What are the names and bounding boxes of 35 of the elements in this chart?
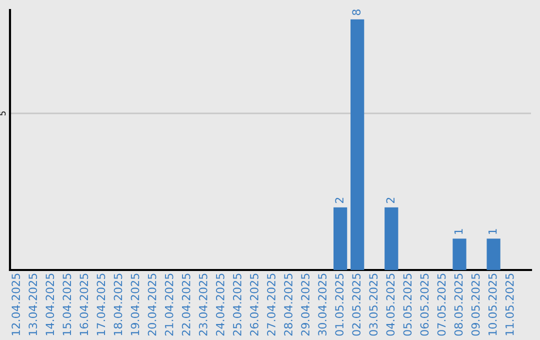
x-tick-label: 01.05.2025 [335,274,344,336]
x-tick-label: 14.04.2025 [46,274,54,336]
x-tick-label: 13.04.2025 [28,274,38,336]
x-tick-label: 03.05.2025 [369,274,378,336]
x-tick-label: 22.04.2025 [182,274,190,336]
x-tick-label: 09.05.2025 [471,274,480,336]
x-tick-label: 21.04.2025 [164,274,174,336]
x-tick-label: 19.04.2025 [130,274,140,336]
x-tick-label: 11.05.2025 [505,274,514,336]
x-tick-label: 25.04.2025 [232,274,242,336]
x-tick-label: 20.04.2025 [148,274,156,336]
x-tick-label: 28.04.2025 [284,274,292,336]
x-tick-label: 17.04.2025 [96,274,106,336]
x-tick-label: 05.05.2025 [403,274,412,336]
x-tick-label: 24.04.2025 [216,274,224,336]
x-tick-label: 18.04.2025 [114,274,122,336]
x-tick-label: 08.05.2025 [454,274,463,336]
data-label: 8 [352,10,361,16]
data-label: 2 [335,198,344,204]
x-tick-label: 07.05.2025 [437,274,446,336]
x-tick-label: 30.04.2025 [318,274,327,336]
x-tick-label: 23.04.2025 [198,274,208,336]
data-label: 2 [386,198,394,204]
x-tick-label: 10.05.2025 [488,274,497,336]
x-tick-label: 16.04.2025 [80,274,88,336]
x-tick-label: 12.04.2025 [12,274,20,336]
data-label: 1 [488,229,497,234]
x-tick-label: 06.05.2025 [420,274,429,336]
data-label: 1 [454,229,463,234]
x-tick-label: 27.04.2025 [267,274,276,336]
x-tick-label: 02.05.2025 [352,274,361,336]
x-tick-label: 04.05.2025 [386,274,395,336]
x-tick-label: 26.04.2025 [250,274,258,336]
x-tick-label: 29.04.2025 [301,274,310,336]
x-tick-label: 15.04.2025 [62,274,72,336]
